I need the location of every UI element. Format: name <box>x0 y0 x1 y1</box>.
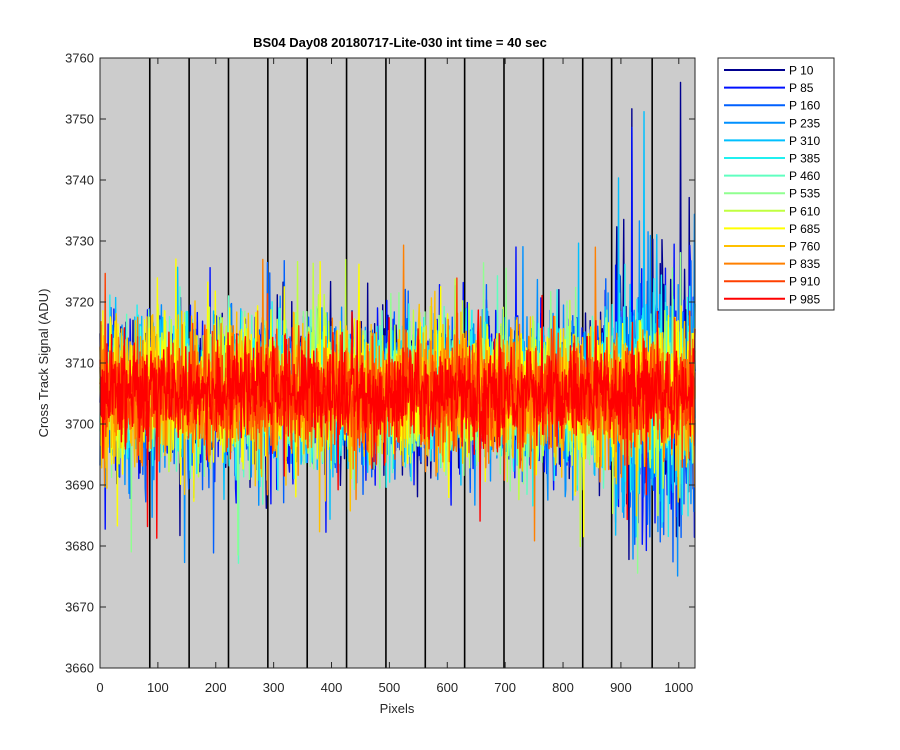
legend-label: P 835 <box>789 257 820 271</box>
legend-label: P 385 <box>789 152 820 166</box>
x-tick-label: 300 <box>263 680 285 695</box>
y-tick-label: 3690 <box>65 478 94 493</box>
x-tick-label: 700 <box>494 680 516 695</box>
legend-item: P 835 <box>724 257 820 271</box>
legend-label: P 685 <box>789 222 820 236</box>
legend-label: P 460 <box>789 169 820 183</box>
x-tick-label: 200 <box>205 680 227 695</box>
legend-label: P 10 <box>789 64 814 78</box>
legend-item: P 160 <box>724 99 820 113</box>
legend-item: P 10 <box>724 64 814 78</box>
legend-item: P 310 <box>724 134 820 148</box>
legend-item: P 760 <box>724 240 820 254</box>
y-tick-label: 3720 <box>65 295 94 310</box>
legend-item: P 610 <box>724 204 820 218</box>
legend-label: P 985 <box>789 292 820 306</box>
legend-item: P 85 <box>724 81 814 95</box>
legend-item: P 985 <box>724 292 820 306</box>
legend-item: P 385 <box>724 152 820 166</box>
legend-label: P 85 <box>789 81 814 95</box>
y-axis-ticks: 3660 3670 3680 3690 3700 3710 3720 3730 3740 3750… <box>65 51 695 676</box>
legend-item: P 235 <box>724 116 820 130</box>
x-tick-label: 800 <box>552 680 574 695</box>
legend-item: P 535 <box>724 187 820 201</box>
legend-label: P 910 <box>789 275 820 289</box>
x-tick-label: 100 <box>147 680 169 695</box>
chart-title: BS04 Day08 20180717-Lite-030 int time = … <box>253 35 547 50</box>
y-tick-label: 3740 <box>65 173 94 188</box>
x-tick-label: 500 <box>379 680 401 695</box>
legend-label: P 160 <box>789 99 820 113</box>
series-line <box>99 294 696 539</box>
series-lines <box>99 81 696 577</box>
y-tick-label: 3660 <box>65 661 94 676</box>
y-axis-label: Cross Track Signal (ADU) <box>36 289 51 438</box>
x-tick-label: 900 <box>610 680 632 695</box>
legend-label: P 535 <box>789 187 820 201</box>
x-tick-label: 1000 <box>664 680 693 695</box>
legend-label: P 310 <box>789 134 820 148</box>
x-axis-label: Pixels <box>380 701 415 716</box>
y-tick-label: 3710 <box>65 356 94 371</box>
legend-box <box>717 57 835 311</box>
x-tick-label: 0 <box>96 680 103 695</box>
legend-item: P 910 <box>724 275 820 289</box>
legend: P 10 P 85 P 160 P 235 P 310 P 385 P 460 P 535 P … <box>717 57 835 311</box>
y-tick-label: 3680 <box>65 539 94 554</box>
y-tick-label: 3750 <box>65 112 94 127</box>
legend-item: P 460 <box>724 169 820 183</box>
x-tick-label: 400 <box>321 680 343 695</box>
legend-label: P 760 <box>789 240 820 254</box>
legend-label: P 235 <box>789 116 820 130</box>
legend-label: P 610 <box>789 204 820 218</box>
legend-item: P 685 <box>724 222 820 236</box>
y-tick-label: 3730 <box>65 234 94 249</box>
y-tick-label: 3760 <box>65 51 94 66</box>
y-tick-label: 3670 <box>65 600 94 615</box>
x-tick-label: 600 <box>436 680 458 695</box>
y-tick-label: 3700 <box>65 417 94 432</box>
x-axis-ticks: 0 100 200 300 400 500 600 700 800 900 1000 <box>96 58 693 695</box>
